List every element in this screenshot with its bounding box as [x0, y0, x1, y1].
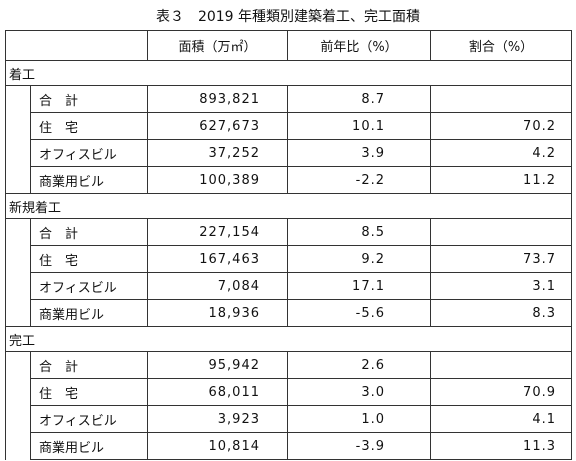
row-label: 合 計	[30, 351, 148, 379]
yoy-cell: -5.6	[287, 299, 431, 327]
area-cell: 893,821	[147, 85, 288, 113]
yoy-cell: 3.0	[287, 378, 431, 406]
row-label: 住 宅	[30, 112, 148, 140]
data-row: オフィスビル 37,252 3.9 4.2	[6, 139, 572, 167]
yoy-cell: 17.1	[287, 272, 431, 300]
header-cell: 前年比（%）	[287, 30, 431, 61]
data-row: 住 宅 627,673 10.1 70.2	[6, 112, 572, 140]
area-cell: 37,252	[147, 139, 288, 167]
row-label: オフィスビル	[30, 272, 148, 300]
share-cell: 3.1	[430, 272, 572, 300]
data-row: 商業用ビル 18,936 -5.6 8.3	[6, 299, 572, 327]
indent-cell	[5, 85, 31, 194]
area-cell: 18,936	[147, 299, 288, 327]
row-label: 商業用ビル	[30, 299, 148, 327]
row-label: 商業用ビル	[30, 166, 148, 194]
section-label: 新規着工	[5, 193, 572, 219]
header-cell: 割合（%）	[430, 30, 572, 61]
yoy-cell: 2.6	[287, 351, 431, 379]
yoy-cell: 8.5	[287, 218, 431, 246]
yoy-cell: 1.0	[287, 405, 431, 433]
data-row: 合 計 227,154 8.5	[5, 218, 572, 327]
table-title: 表３ 2019 年種類別建築着工、完工面積	[155, 9, 421, 25]
yoy-cell: 10.1	[287, 112, 431, 140]
area-cell: 10,814	[147, 432, 288, 460]
row-label: 住 宅	[30, 378, 148, 406]
row-label: オフィスビル	[30, 405, 148, 433]
yoy-cell: -2.2	[287, 166, 431, 194]
share-cell: 11.2	[430, 166, 572, 194]
section-row: 完工	[5, 326, 572, 352]
data-row: 住 宅 167,463 9.2 73.7	[6, 245, 572, 273]
area-cell: 3,923	[147, 405, 288, 433]
data-row: 合 計 893,821 8.7	[5, 85, 572, 194]
share-cell: 70.2	[430, 112, 572, 140]
share-cell: 4.2	[430, 139, 572, 167]
area-cell: 627,673	[147, 112, 288, 140]
data-row: 商業用ビル 100,389 -2.2 11.2	[6, 166, 572, 194]
share-cell: 11.3	[430, 432, 572, 460]
area-cell: 167,463	[147, 245, 288, 273]
area-cell: 95,942	[147, 351, 288, 379]
share-cell: 70.9	[430, 378, 572, 406]
row-label: オフィスビル	[30, 139, 148, 167]
row-label: 合 計	[30, 218, 148, 246]
data-row: 合 計 95,942 2.6	[5, 351, 572, 460]
share-cell	[430, 351, 572, 379]
share-cell	[430, 218, 572, 246]
header-row: 面積（万㎡） 前年比（%） 割合（%）	[5, 30, 572, 61]
indent-cell	[5, 351, 31, 460]
yoy-cell: 8.7	[287, 85, 431, 113]
share-cell	[430, 85, 572, 113]
yoy-cell: 3.9	[287, 139, 431, 167]
header-cell	[5, 30, 148, 61]
share-cell: 73.7	[430, 245, 572, 273]
indent-cell	[5, 218, 31, 327]
yoy-cell: 9.2	[287, 245, 431, 273]
area-cell: 100,389	[147, 166, 288, 194]
data-row: オフィスビル 7,084 17.1 3.1	[6, 272, 572, 300]
area-cell: 7,084	[147, 272, 288, 300]
header-cell: 面積（万㎡）	[147, 30, 288, 61]
area-cell: 227,154	[147, 218, 288, 246]
share-cell: 4.1	[430, 405, 572, 433]
data-row: 住 宅 68,011 3.0 70.9	[6, 378, 572, 406]
section-label: 完工	[5, 326, 572, 352]
section-label: 着工	[5, 60, 572, 86]
data-row: 商業用ビル 10,814 -3.9 11.3	[6, 432, 572, 460]
yoy-cell: -3.9	[287, 432, 431, 460]
area-cell: 68,011	[147, 378, 288, 406]
share-cell: 8.3	[430, 299, 572, 327]
row-label: 合 計	[30, 85, 148, 113]
data-table: 面積（万㎡） 前年比（%） 割合（%） 着工合 計 893,821 8.7 住 宅 627,6…	[5, 30, 572, 460]
row-label: 商業用ビル	[30, 432, 148, 460]
data-row: オフィスビル 3,923 1.0 4.1	[6, 405, 572, 433]
section-row: 着工	[5, 60, 572, 86]
row-label: 住 宅	[30, 245, 148, 273]
section-row: 新規着工	[5, 193, 572, 219]
table-body: 面積（万㎡） 前年比（%） 割合（%） 着工合 計 893,821 8.7 住 宅 627,6…	[5, 30, 572, 460]
